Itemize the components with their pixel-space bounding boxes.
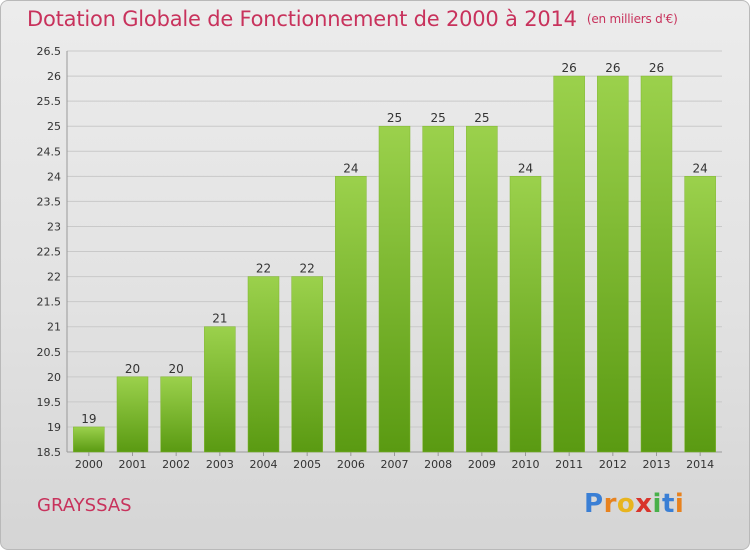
bar-2010: [509, 176, 542, 453]
chart-title: Dotation Globale de Fonctionnement de 20…: [27, 7, 678, 31]
bar-2003: [204, 326, 236, 453]
data-label: 26: [562, 61, 577, 75]
bar-2000: [73, 426, 105, 453]
x-tick-label: 2007: [381, 458, 409, 471]
data-label: 24: [343, 161, 358, 175]
data-label: 26: [649, 61, 664, 75]
y-tick-label: 23.5: [37, 195, 62, 208]
bar-2004: [247, 276, 280, 453]
data-label: 25: [387, 111, 402, 125]
bar-2006: [335, 176, 367, 453]
x-tick-label: 2006: [337, 458, 365, 471]
y-tick-label: 22.5: [37, 246, 62, 259]
data-label: 20: [125, 362, 140, 376]
y-tick-label: 19: [47, 421, 61, 434]
x-tick-label: 2013: [643, 458, 671, 471]
chart-title-text: Dotation Globale de Fonctionnement de 20…: [27, 7, 577, 31]
logo-letter: P: [584, 489, 604, 519]
logo-letter: i: [674, 489, 685, 519]
x-tick-label: 2010: [512, 458, 540, 471]
data-label: 24: [518, 161, 533, 175]
data-label: 21: [212, 312, 227, 326]
data-label: 26: [605, 61, 620, 75]
data-label: 24: [693, 161, 708, 175]
bar-2001: [116, 376, 149, 453]
data-label: 25: [431, 111, 446, 125]
y-tick-label: 20.5: [37, 346, 62, 359]
x-tick-label: 2003: [206, 458, 234, 471]
bar-2014: [684, 176, 716, 453]
data-label: 25: [474, 111, 489, 125]
x-tick-label: 2005: [293, 458, 321, 471]
bar-2008: [422, 125, 454, 453]
logo-letter: i: [652, 489, 662, 519]
y-tick-label: 26.5: [37, 45, 62, 58]
y-tick-label: 21.5: [37, 296, 62, 309]
bar-2005: [291, 276, 323, 453]
bar-2011: [553, 75, 585, 453]
logo-letter: t: [661, 489, 675, 519]
data-label: 20: [169, 362, 184, 376]
place-name: GRAYSSAS: [37, 495, 132, 516]
logo-letter: r: [603, 489, 617, 519]
y-tick-label: 21: [47, 321, 61, 334]
x-tick-label: 2014: [686, 458, 714, 471]
y-tick-label: 25: [47, 120, 61, 133]
x-tick-label: 2001: [119, 458, 147, 471]
x-tick-label: 2009: [468, 458, 496, 471]
bar-2012: [597, 75, 629, 453]
y-tick-label: 23: [47, 220, 61, 233]
logo-letter: x: [635, 489, 653, 519]
x-tick-label: 2004: [250, 458, 278, 471]
bar-2013: [640, 75, 673, 453]
x-tick-label: 2012: [599, 458, 627, 471]
logo-letter: o: [616, 489, 636, 519]
y-tick-label: 22: [47, 271, 61, 284]
y-tick-label: 20: [47, 371, 61, 384]
bar-2009: [466, 125, 498, 453]
bar-2002: [160, 376, 192, 453]
x-tick-label: 2011: [555, 458, 583, 471]
y-tick-label: 26: [47, 70, 61, 83]
x-tick-label: 2002: [162, 458, 190, 471]
y-tick-label: 19.5: [37, 396, 62, 409]
y-tick-label: 24: [47, 170, 61, 183]
y-tick-label: 25.5: [37, 95, 62, 108]
proxiti-logo: Proxiti: [584, 489, 684, 519]
labels: 18.5 19 19.5 20 20.5 21 21.5 22 22.5 23 23.5 24 24.5…: [37, 45, 715, 471]
y-tick-label: 24.5: [37, 145, 62, 158]
data-label: 22: [300, 262, 315, 276]
chart-unit: (en milliers d'€): [586, 12, 678, 26]
x-tick-label: 2008: [424, 458, 452, 471]
bars: [73, 75, 716, 453]
data-label: 19: [81, 412, 96, 426]
bar-2007: [378, 125, 411, 453]
x-tick-label: 2000: [75, 458, 103, 471]
y-tick-label: 18.5: [37, 446, 62, 459]
data-label: 22: [256, 262, 271, 276]
